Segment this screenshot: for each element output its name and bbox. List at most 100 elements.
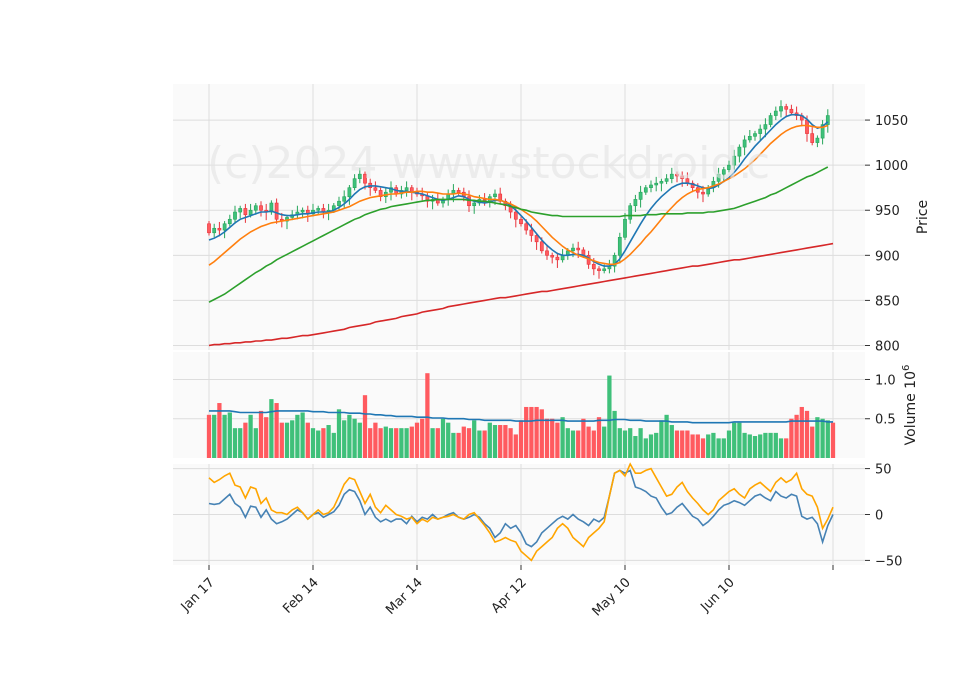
volume-bar <box>804 410 810 458</box>
candle-up <box>758 128 763 134</box>
volume-bar <box>368 428 373 458</box>
volume-bar <box>778 438 784 458</box>
candle-up <box>248 209 253 216</box>
candle-down <box>789 108 794 114</box>
volume-bar <box>451 432 456 458</box>
volume-bar <box>357 422 362 458</box>
volume-bar <box>378 428 383 458</box>
candle-up <box>337 200 341 207</box>
candle-up <box>238 208 243 213</box>
volume-bar <box>633 436 638 458</box>
volume-bar <box>799 406 804 458</box>
volume-bar <box>586 426 591 458</box>
volume-bar <box>596 417 602 458</box>
candle-up <box>753 133 757 137</box>
volume-bar <box>654 432 659 458</box>
volume-bar <box>352 418 357 458</box>
candle-down <box>513 211 518 220</box>
x-tick-label: Mar 14 <box>383 575 426 618</box>
volume-bar <box>565 428 570 458</box>
candle-up <box>493 193 497 198</box>
candle-down <box>680 175 685 179</box>
volume-bar <box>243 422 248 458</box>
volume-bar <box>238 428 243 458</box>
candle-down <box>576 247 581 251</box>
candle-down <box>701 191 705 195</box>
candle-down <box>784 106 789 110</box>
volume-bar <box>513 434 518 458</box>
candle-up <box>737 146 742 157</box>
candle-up <box>212 227 217 234</box>
volume-bar <box>383 426 388 458</box>
volume-bar <box>461 426 466 458</box>
volume-bar <box>331 432 336 458</box>
volume-bar <box>284 422 290 458</box>
volume-axis-label: Volume 106 <box>901 365 919 446</box>
candle-down <box>810 133 815 143</box>
volume-bar <box>721 438 726 458</box>
volume-bar <box>279 422 284 458</box>
volume-bars <box>206 373 836 458</box>
candle-up <box>633 199 638 207</box>
watermark-tail: c <box>746 138 770 189</box>
y-tick-label: 1.0 <box>875 373 896 388</box>
volume-bar <box>362 395 368 458</box>
candle-up <box>222 223 227 231</box>
y-tick-label: 900 <box>875 249 900 264</box>
y-tick-label: 0.5 <box>875 413 896 428</box>
volume-bar <box>695 434 700 458</box>
y-tick-label: 1000 <box>875 159 908 174</box>
price-plot-area <box>173 84 865 350</box>
volume-bar <box>706 434 711 458</box>
volume-bar <box>508 428 513 458</box>
volume-bar <box>758 434 763 458</box>
volume-bar <box>430 428 435 458</box>
x-tick-label: Feb 14 <box>280 575 322 617</box>
candle-up <box>643 187 648 193</box>
volume-bar <box>747 434 752 458</box>
y-tick-label: 850 <box>875 294 900 309</box>
x-axis: Jan 17 Feb 14 Mar 14 Apr 12 May 10 Jun 10 <box>178 565 834 619</box>
candle-down <box>534 235 539 243</box>
candle-up <box>654 182 659 186</box>
volume-bar <box>534 406 539 458</box>
volume-bar <box>414 422 420 458</box>
candle-up <box>716 173 721 182</box>
candle-up <box>602 268 607 271</box>
volume-bar <box>544 418 550 458</box>
volume-bar <box>810 426 815 458</box>
candle-down <box>597 268 601 271</box>
ma-line-3 <box>208 166 829 303</box>
volume-bar <box>440 418 446 458</box>
watermark: (c)2024 www.stockdroid. <box>207 138 752 189</box>
volume-bar <box>622 430 628 458</box>
candle-up <box>721 169 726 175</box>
volume-bar <box>456 432 461 458</box>
y-tick-label: −50 <box>875 554 902 569</box>
candle-up <box>669 173 674 179</box>
x-tick-label: Apr 12 <box>489 575 530 616</box>
y-tick-label: 1050 <box>875 114 908 129</box>
volume-bar <box>820 418 825 458</box>
y-tick-label: 0 <box>875 509 883 524</box>
candle-up <box>727 164 731 170</box>
candle-up <box>815 137 820 143</box>
volume-bar <box>685 430 690 458</box>
volume-bar <box>258 410 264 458</box>
volume-bar <box>206 414 212 458</box>
candle-up <box>233 211 237 220</box>
candle-up <box>404 187 409 191</box>
candle-down <box>467 196 471 207</box>
candle-up <box>300 209 305 213</box>
volume-bar <box>295 414 300 458</box>
volume-bar <box>222 414 227 458</box>
x-tick-label: May 10 <box>590 575 634 619</box>
candle-down <box>243 208 248 216</box>
volume-ma-line <box>209 410 833 424</box>
volume-panel: 0.5 1.0 Volume 106 <box>173 352 919 458</box>
candle-up <box>617 236 622 256</box>
volume-bar <box>732 422 737 458</box>
volume-bar <box>248 414 253 458</box>
volume-bar <box>420 418 425 458</box>
